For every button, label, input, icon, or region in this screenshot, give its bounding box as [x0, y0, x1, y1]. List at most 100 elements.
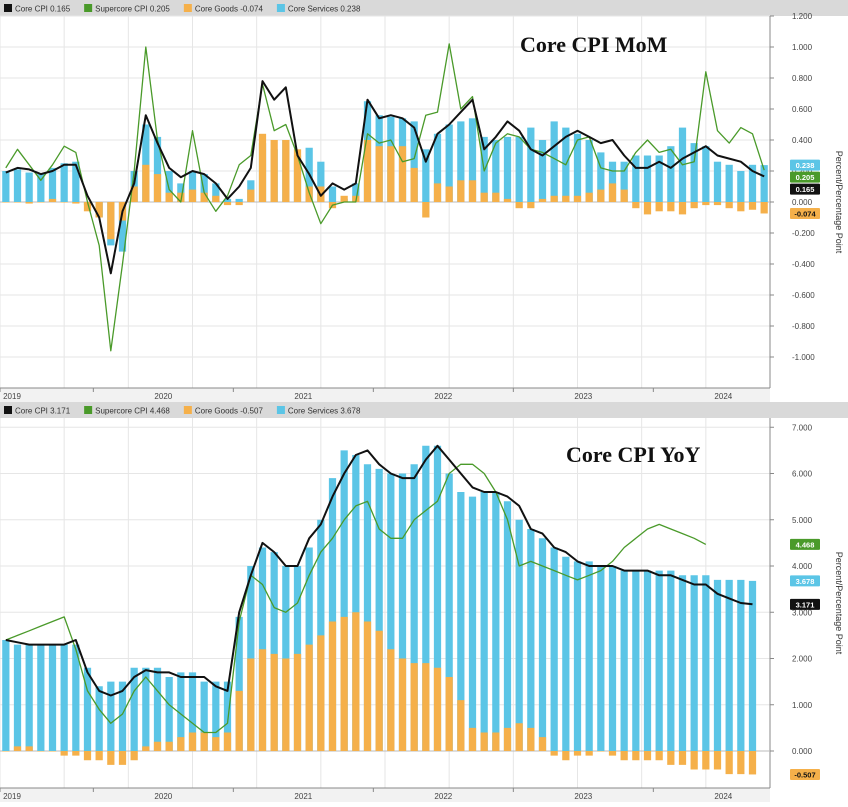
- services-bar: [130, 667, 138, 751]
- chart-title: Core CPI MoM: [520, 32, 668, 57]
- goods-bar: [480, 732, 488, 751]
- services-bar: [573, 561, 582, 751]
- legend-swatch-0: [4, 4, 12, 12]
- services-bar: [142, 667, 150, 751]
- goods-bar: [83, 751, 92, 761]
- services-bar: [515, 136, 523, 202]
- services-bar: [2, 171, 10, 202]
- goods-bar: [235, 690, 243, 751]
- services-bar: [235, 198, 243, 202]
- services-bar: [107, 681, 115, 751]
- goods-bar: [177, 192, 185, 202]
- services-bar: [445, 473, 453, 751]
- end-value-label: 0.205: [796, 173, 815, 182]
- legend-swatch-1: [84, 406, 93, 414]
- services-bar: [118, 681, 127, 751]
- services-bar: [678, 575, 687, 751]
- legend-swatch-3: [276, 4, 285, 12]
- goods-bar: [387, 146, 395, 202]
- end-value-label: 4.468: [796, 540, 815, 549]
- services-bar: [2, 640, 10, 751]
- goods-bar: [398, 658, 407, 751]
- y-tick-label: 1.200: [792, 12, 813, 21]
- goods-bar: [212, 195, 220, 202]
- services-bar: [573, 133, 582, 202]
- goods-bar: [468, 727, 477, 751]
- services-bar: [480, 492, 488, 751]
- goods-bar: [130, 751, 138, 761]
- end-value-badge: [790, 598, 820, 610]
- goods-bar: [247, 658, 255, 751]
- services-bar: [538, 538, 547, 751]
- goods-bar: [270, 653, 278, 751]
- services-bar: [398, 473, 407, 751]
- services-bar: [25, 172, 33, 202]
- goods-bar: [550, 195, 558, 202]
- goods-bar: [72, 751, 80, 756]
- goods-bar: [258, 649, 267, 751]
- goods-bar: [550, 751, 558, 756]
- services-bar: [597, 152, 605, 202]
- legend-entry-1: Supercore CPI 0.205: [95, 5, 170, 14]
- goods-bar: [60, 202, 68, 203]
- goods-bar: [375, 630, 383, 751]
- goods-bar: [667, 202, 675, 212]
- services-bar: [527, 127, 535, 202]
- goods-bar: [282, 140, 290, 202]
- services-bar: [223, 198, 232, 202]
- goods-bar: [13, 202, 22, 203]
- goods-bar: [573, 751, 582, 756]
- services-bar: [83, 667, 92, 751]
- goods-bar: [445, 677, 453, 751]
- services-bar: [48, 167, 57, 202]
- goods-bar: [270, 140, 278, 202]
- services-bar: [445, 124, 453, 202]
- goods-bar: [725, 202, 733, 209]
- services-bar: [585, 140, 593, 202]
- goods-bar: [632, 202, 640, 209]
- goods-bar: [153, 174, 162, 202]
- x-tick-label: 2024: [714, 792, 732, 801]
- goods-bar: [60, 751, 68, 756]
- services-bar: [748, 580, 757, 751]
- goods-bar: [678, 751, 687, 765]
- legend-swatch-2: [183, 4, 192, 12]
- goods-bar: [655, 202, 663, 212]
- goods-bar: [107, 202, 115, 240]
- y-tick-label: 4.000: [792, 562, 813, 571]
- services-bar: [177, 672, 185, 751]
- goods-bar: [503, 198, 512, 202]
- goods-bar: [410, 167, 418, 202]
- goods-bar: [2, 751, 10, 752]
- y-tick-label: 5.000: [792, 516, 813, 525]
- y-tick-label: -1.000: [792, 353, 815, 362]
- goods-bar: [422, 202, 430, 218]
- goods-bar: [667, 751, 675, 765]
- y-tick-label: -0.200: [792, 229, 815, 238]
- goods-bar: [655, 751, 663, 761]
- services-bar: [37, 174, 45, 202]
- goods-bar: [608, 751, 617, 756]
- goods-bar: [457, 700, 465, 751]
- goods-bar: [713, 202, 722, 206]
- services-bar: [632, 570, 640, 751]
- services-bar: [748, 164, 757, 202]
- services-bar: [328, 478, 337, 751]
- services-bar: [363, 464, 372, 751]
- services-bar: [37, 644, 45, 751]
- core-cpi-line: [5, 80, 765, 275]
- goods-bar: [713, 751, 722, 770]
- goods-bar: [317, 635, 325, 751]
- services-bar: [25, 644, 33, 751]
- goods-bar: [165, 741, 173, 751]
- goods-bar: [585, 751, 593, 756]
- goods-bar: [200, 732, 208, 751]
- chart-panel-mom: Core CPI 0.165 Supercore CPI 0.205 Core Go…: [0, 0, 848, 402]
- legend-entry-0: Core CPI 0.165: [15, 5, 71, 14]
- services-bar: [410, 464, 418, 751]
- y-tick-label: 0.200: [792, 167, 813, 176]
- goods-bar: [223, 732, 232, 751]
- end-value-badge: [790, 575, 820, 587]
- services-bar: [200, 174, 208, 202]
